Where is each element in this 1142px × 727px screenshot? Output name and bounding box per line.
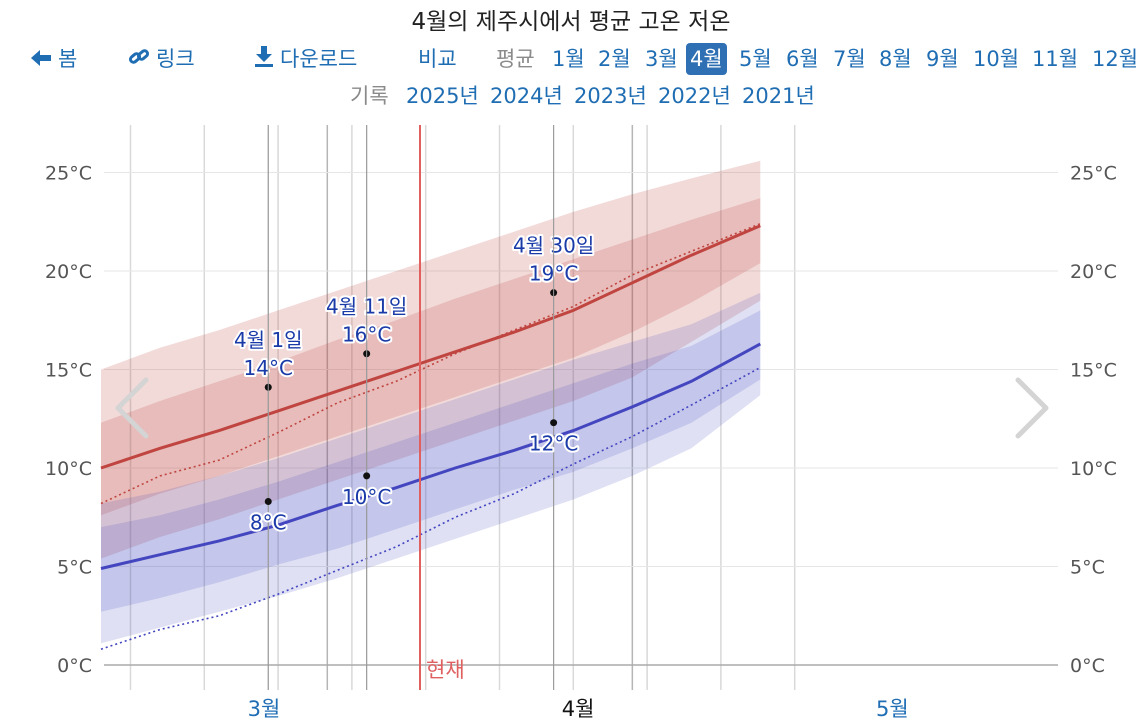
y-tick-label-right: 20°C <box>1070 261 1117 283</box>
grid <box>104 125 1058 690</box>
month-link-3[interactable]: 3월 <box>645 47 678 71</box>
annotation-point <box>550 419 558 427</box>
now-marker: 현재 <box>419 125 465 690</box>
month-link-12[interactable]: 12월 <box>1092 47 1139 71</box>
y-tick-label-left: 25°C <box>45 163 92 185</box>
y-tick-label-right: 5°C <box>1070 557 1105 579</box>
low-record-line <box>100 366 761 650</box>
low-average-line <box>100 342 762 570</box>
home-label: 봄 <box>58 47 78 71</box>
month-label: 3월 <box>248 697 281 721</box>
annotation-point <box>363 472 371 480</box>
low-band-inner <box>101 310 761 612</box>
annotation-value-label: 12°C <box>529 432 578 456</box>
y-tick-label-left: 5°C <box>57 557 92 579</box>
annotation-value-label: 10°C <box>342 485 391 509</box>
low-band-outer <box>101 292 761 644</box>
high-average-line <box>100 224 761 470</box>
link-icon <box>128 44 150 76</box>
link-label: 링크 <box>156 47 195 71</box>
page-title: 4월의 제주시에서 평균 고온 저온 <box>411 9 731 35</box>
annotation-point <box>264 497 272 505</box>
year-link-2024[interactable]: 2024년 <box>490 84 563 108</box>
month-link-5[interactable]: 5월 <box>739 47 772 71</box>
chevron-left-icon[interactable] <box>115 377 149 439</box>
year-link-2025[interactable]: 2025년 <box>406 84 479 108</box>
month-label: 4월 <box>562 697 595 721</box>
download-icon <box>254 44 274 76</box>
now-label: 현재 <box>426 658 465 682</box>
year-link-2022[interactable]: 2022년 <box>658 84 731 108</box>
month-link-4-selected[interactable]: 4월 <box>686 43 727 75</box>
month-link-10[interactable]: 10월 <box>973 47 1020 71</box>
month-link-2[interactable]: 2월 <box>598 47 631 71</box>
month-link-6[interactable]: 6월 <box>786 47 819 71</box>
y-tick-label-left: 10°C <box>45 458 92 480</box>
month-link-8[interactable]: 8월 <box>879 47 912 71</box>
chevron-right-icon[interactable] <box>1015 377 1049 439</box>
records-row: 기록 2025년 2024년 2023년 2022년 2021년 <box>0 80 1142 112</box>
high-band-inner <box>101 198 761 516</box>
y-tick-label-right: 10°C <box>1070 458 1117 480</box>
download-button[interactable]: 다운로드 <box>254 43 357 75</box>
y-tick-label-right: 15°C <box>1070 360 1117 382</box>
series-lines <box>100 222 762 650</box>
compare-link[interactable]: 비교 <box>418 47 457 71</box>
y-tick-label-right: 0°C <box>1070 655 1105 677</box>
link-button[interactable]: 링크 <box>128 43 195 75</box>
arrow-left-icon <box>30 44 52 76</box>
month-link-7[interactable]: 7월 <box>833 47 866 71</box>
month-link-11[interactable]: 11월 <box>1032 47 1079 71</box>
bands <box>101 160 761 644</box>
year-link-2023[interactable]: 2023년 <box>574 84 647 108</box>
y-tick-label-left: 20°C <box>45 261 92 283</box>
average-label: 평균 <box>496 47 535 71</box>
nav-row: 봄 링크 다운로드 비교 평균 1월 2월 3월 4월 5월 6월 7월 8월 … <box>0 43 1142 75</box>
month-link-9[interactable]: 9월 <box>926 47 959 71</box>
record-label: 기록 <box>350 84 389 108</box>
y-tick-label-left: 15°C <box>45 360 92 382</box>
month-link-1[interactable]: 1월 <box>552 47 585 71</box>
annotation-value-label: 8°C <box>250 510 287 534</box>
axes: 0°C 0°C 5°C 5°C 10°C 10°C 15°C 15°C 20°C 20°C 25°C… <box>45 163 1117 722</box>
month-label: 5월 <box>876 697 909 721</box>
y-tick-label-left: 0°C <box>57 655 92 677</box>
year-link-2021[interactable]: 2021년 <box>742 84 815 108</box>
home-link[interactable]: 봄 <box>30 43 77 75</box>
y-tick-label-right: 25°C <box>1070 163 1117 185</box>
high-record-line <box>100 222 761 505</box>
download-label: 다운로드 <box>280 47 358 71</box>
